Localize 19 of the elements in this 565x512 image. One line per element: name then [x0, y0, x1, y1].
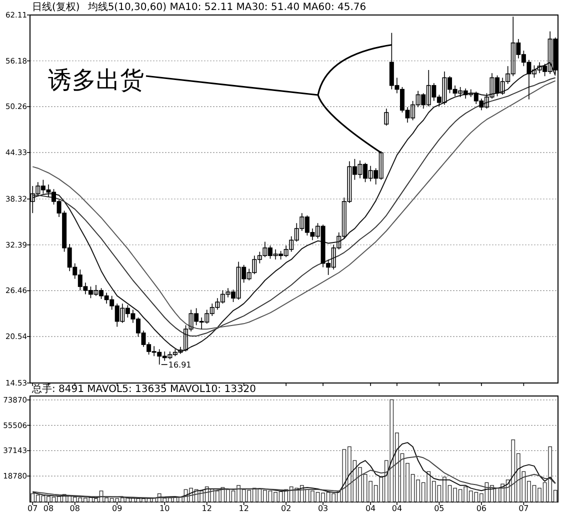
x-tick-label: 07: [518, 504, 529, 512]
x-tick-label: 07: [28, 504, 38, 512]
chart-title: 总手: 8491 MAVOL5: 13635 MAVOL10: 13320: [31, 383, 256, 395]
chart-subtitle: 均线5(10,30,60) MA10: 52.11 MA30: 51.40 MA60: 45.76: [86, 1, 366, 13]
annotation: 16.91: [168, 360, 192, 370]
x-tick-label: 10: [160, 504, 170, 512]
x-tick-label: 06: [476, 504, 487, 512]
x-tick-label: 05: [434, 504, 444, 512]
x-tick-label: 02: [280, 504, 292, 512]
chart-title: 日线(复权): [32, 1, 80, 13]
x-tick-label: 03: [318, 504, 328, 512]
x-tick-label: 12: [202, 504, 212, 512]
x-tick-label: 04: [392, 504, 402, 512]
x-tick-label: 08: [70, 504, 80, 512]
x-tick-label: 09: [112, 504, 122, 512]
x-tick-label: 08: [43, 504, 54, 512]
x-tick-label: 12: [238, 504, 249, 512]
annotation: 诱多出货: [48, 66, 144, 94]
x-tick-label: 04: [365, 504, 376, 512]
